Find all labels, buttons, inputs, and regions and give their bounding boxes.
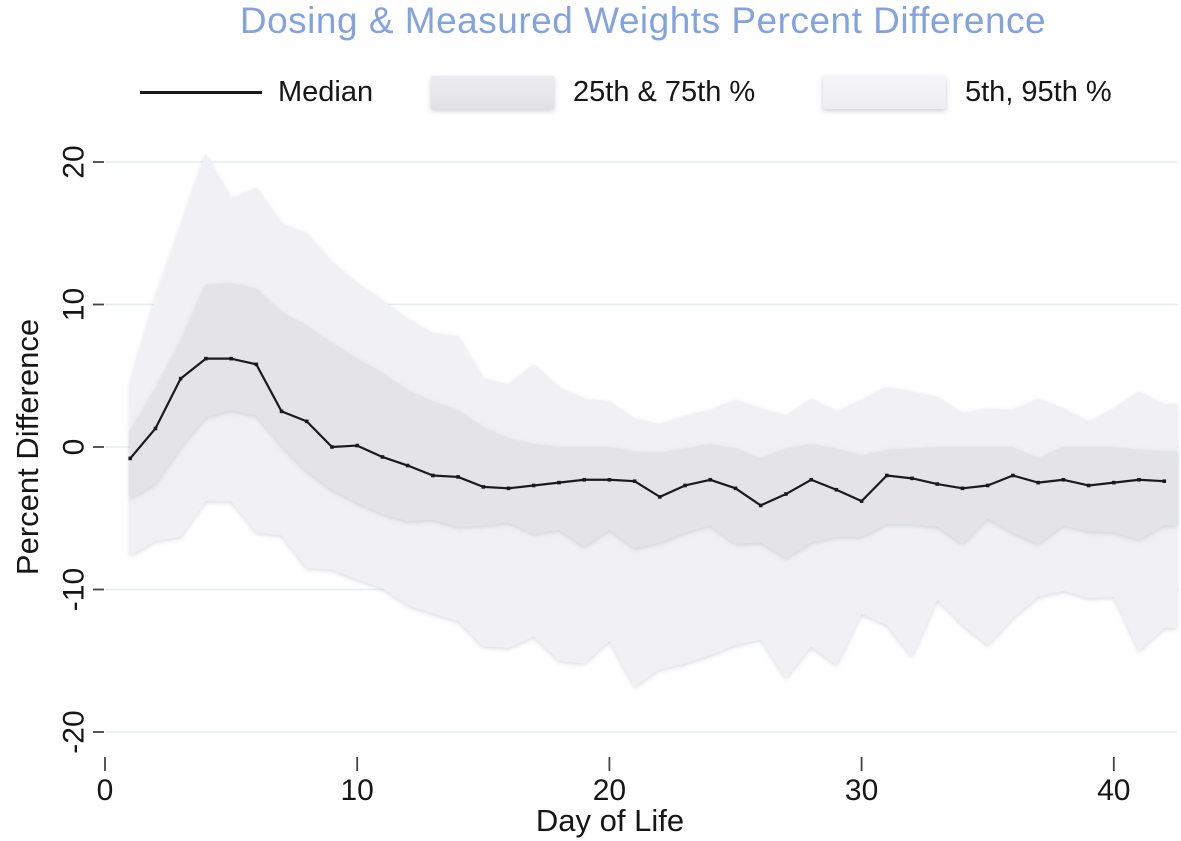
- median-marker: [405, 463, 410, 468]
- median-marker: [960, 486, 965, 491]
- x-axis-title: Day of Life: [535, 803, 685, 838]
- median-marker: [204, 356, 208, 361]
- median-marker: [506, 486, 511, 491]
- median-marker: [1162, 479, 1167, 483]
- y-axis-ticks: 20 10 0 -10 -20: [58, 145, 104, 754]
- median-marker: [153, 426, 158, 431]
- band-25-75-swatch: [431, 75, 554, 109]
- median-marker: [178, 376, 183, 381]
- band-5-95: [130, 153, 1178, 687]
- median-marker: [229, 356, 233, 361]
- median-marker: [834, 487, 839, 492]
- y-axis-title: Percent Difference: [10, 318, 45, 576]
- chart-title: Dosing & Measured Weights Percent Differ…: [239, 0, 1047, 41]
- median-marker: [1061, 477, 1066, 482]
- legend-item-25-75: 25th & 75th %: [431, 74, 755, 110]
- y-tick-label: -10: [58, 568, 91, 611]
- band-5-95-swatch: [823, 75, 946, 109]
- median-marker: [1086, 483, 1091, 488]
- y-tick-label: 10: [58, 288, 91, 321]
- median-marker: [935, 482, 940, 486]
- median-marker: [809, 477, 813, 482]
- y-tick-label: -20: [58, 710, 91, 753]
- median-marker: [557, 480, 561, 485]
- legend-item-5-95: 5th, 95th %: [823, 74, 1112, 110]
- median-marker: [683, 483, 687, 488]
- median-marker: [1137, 477, 1141, 482]
- median-marker: [304, 419, 309, 424]
- x-axis-ticks: 0 10 20 30 40: [97, 757, 1130, 807]
- median-marker: [279, 409, 284, 414]
- y-tick-label: 20: [58, 145, 91, 178]
- median-marker: [355, 443, 359, 448]
- median-line-swatch: [140, 90, 262, 94]
- x-tick-label: 10: [341, 774, 374, 807]
- median-marker: [885, 473, 889, 478]
- band-25-75: [130, 283, 1178, 559]
- median-marker: [910, 476, 914, 481]
- median-marker: [254, 362, 259, 367]
- median-marker: [128, 456, 133, 461]
- y-tick-label: 0: [58, 439, 91, 456]
- x-tick-label: 40: [1097, 774, 1130, 807]
- median-marker: [607, 477, 612, 482]
- median-marker: [456, 475, 460, 479]
- median-marker: [859, 499, 864, 503]
- x-tick-label: 30: [845, 774, 878, 807]
- median-marker: [1036, 480, 1040, 485]
- median-marker: [658, 495, 662, 499]
- median-marker: [531, 483, 536, 488]
- legend: Median 25th & 75th % 5th, 95th %: [0, 72, 1181, 112]
- median-marker: [1112, 480, 1116, 485]
- median-marker: [758, 503, 763, 508]
- median-line: [128, 356, 1167, 508]
- median-marker: [481, 485, 486, 489]
- median-marker: [1011, 473, 1015, 478]
- median-marker: [733, 486, 738, 491]
- median-marker: [708, 477, 713, 482]
- median-marker: [380, 455, 385, 459]
- median-marker: [985, 483, 990, 488]
- x-tick-label: 20: [593, 774, 626, 807]
- median-marker: [784, 492, 788, 496]
- x-tick-label: 0: [97, 774, 114, 807]
- median-marker: [431, 473, 435, 478]
- legend-item-median: Median: [140, 74, 373, 110]
- legend-label-25-75: 25th & 75th %: [573, 75, 756, 108]
- median-marker: [330, 445, 334, 449]
- legend-label-median: Median: [278, 75, 374, 108]
- median-marker: [632, 479, 637, 483]
- legend-label-5-95: 5th, 95th %: [965, 75, 1112, 108]
- median-marker: [582, 477, 586, 482]
